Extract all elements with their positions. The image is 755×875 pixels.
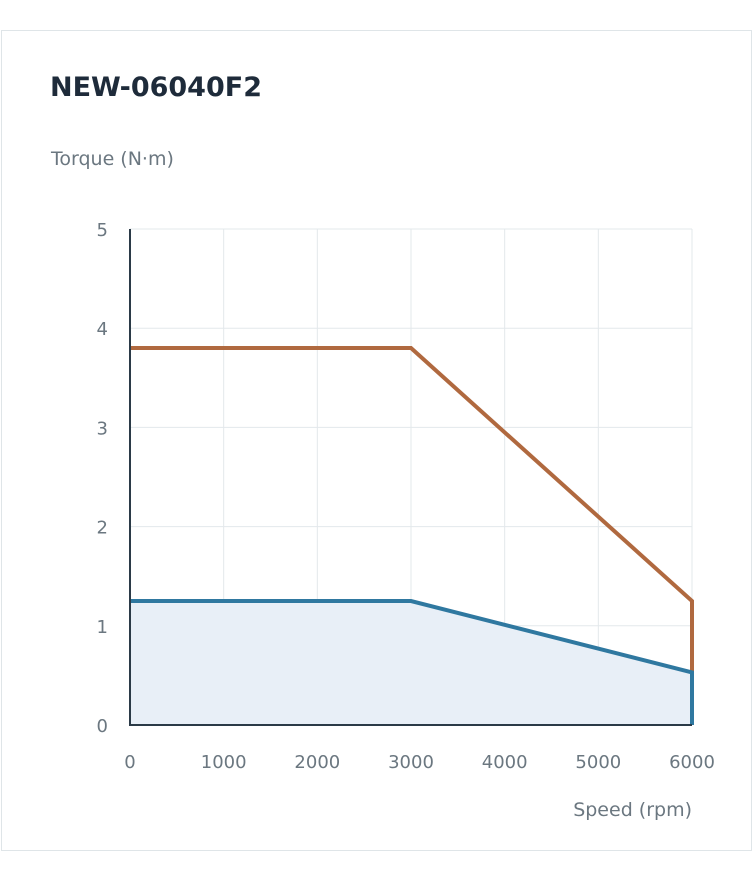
x-tick-label: 5000	[575, 752, 621, 773]
x-tick-label: 3000	[388, 752, 434, 773]
series-1-area	[130, 601, 692, 725]
y-tick-label: 5	[97, 220, 108, 241]
tick-labels: 0 1000 2000 3000 4000 5000 6000 0 1 2 3 4 5	[97, 220, 715, 773]
series-0-line	[130, 346, 694, 725]
y-tick-label: 2	[97, 518, 108, 539]
x-axis-label: Speed (rpm)	[573, 799, 692, 821]
x-tick-label: 1000	[201, 752, 247, 773]
y-axis-label: Torque (N·m)	[51, 148, 174, 170]
y-tick-label: 1	[97, 617, 108, 638]
series-group	[130, 346, 694, 725]
x-tick-label: 4000	[482, 752, 528, 773]
chart-title: NEW-06040F2	[50, 72, 262, 103]
x-tick-label: 6000	[669, 752, 715, 773]
series-1-line	[130, 599, 694, 725]
x-tick-label: 2000	[294, 752, 340, 773]
x-tick-label: 0	[124, 752, 135, 773]
y-tick-label: 0	[97, 716, 108, 737]
y-tick-label: 4	[97, 319, 108, 340]
y-tick-label: 3	[97, 418, 108, 439]
axes	[129, 229, 692, 726]
